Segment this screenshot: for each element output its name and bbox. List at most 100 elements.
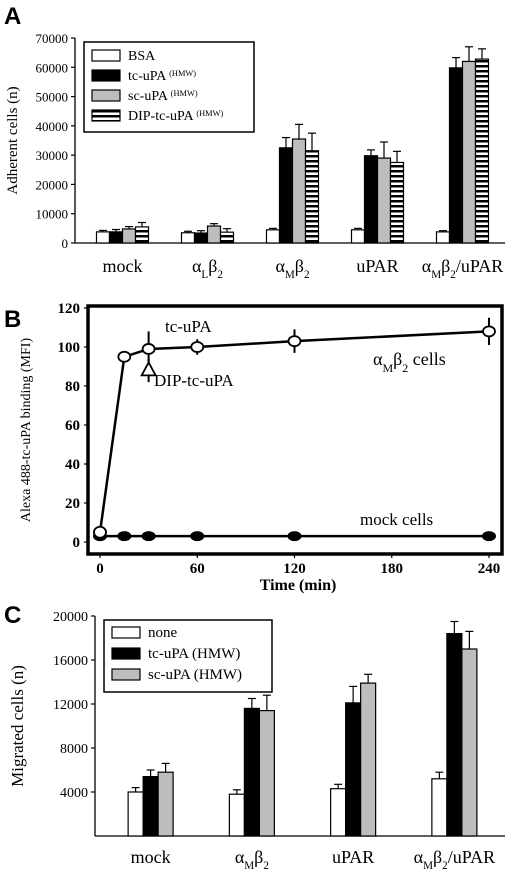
- x-category-label: mock: [131, 847, 171, 867]
- bar: [461, 60, 477, 244]
- data-point: [117, 531, 132, 542]
- legend-swatch: [91, 49, 121, 62]
- bar: [127, 791, 144, 837]
- y-axis-title: Alexa 488-tc-uPA binding (MFI): [19, 338, 34, 523]
- bar: [121, 228, 137, 244]
- bar: [134, 226, 150, 244]
- y-tick-label: 16000: [53, 654, 88, 669]
- x-tick-label: 0: [96, 561, 104, 577]
- y-axis-title: Adherent cells (n): [5, 86, 21, 194]
- y-tick-label: 20: [65, 496, 80, 512]
- bar: [193, 232, 209, 244]
- bar: [446, 632, 463, 837]
- chart-panel-b: 0 20 40 60 80 100 120 0 60 120 180 240 Alexa 488-tc-…: [19, 301, 504, 594]
- bar: [291, 138, 307, 244]
- y-tick-label: 120: [58, 301, 81, 317]
- y-tick-label: 60: [65, 418, 80, 434]
- data-point-triangle: [140, 360, 158, 377]
- bar: [243, 707, 260, 837]
- panel-letter-a: A: [4, 3, 21, 30]
- bar: [363, 155, 379, 244]
- legend-label: tc-uPA (HMW): [128, 69, 196, 85]
- y-tick-label: 20000: [53, 610, 88, 625]
- y-tick-label: 30000: [36, 148, 69, 163]
- annotation-am-cells: αMβ2 cells: [373, 349, 446, 375]
- bar: [304, 150, 320, 244]
- bar: [474, 58, 490, 244]
- x-category-label: αMβ2: [235, 847, 269, 871]
- y-tick-label: 70000: [36, 31, 69, 46]
- x-category-label: αMβ2/uPAR: [422, 256, 503, 281]
- bar: [389, 161, 405, 244]
- y-tick-label: 12000: [53, 698, 88, 713]
- y-tick-label: 0: [73, 535, 81, 551]
- legend-swatch: [91, 109, 121, 122]
- chart-panel-a: 0 10000 20000 30000 40000 50000 60000 70000 Adhe…: [5, 31, 505, 281]
- bar: [157, 771, 174, 837]
- x-category-label: uPAR: [332, 847, 374, 867]
- y-tick-label: 8000: [60, 742, 88, 757]
- legend-swatch: [111, 626, 141, 639]
- legend-label: BSA: [128, 49, 156, 64]
- data-point: [141, 343, 156, 355]
- legend-swatch: [91, 89, 121, 102]
- bar: [448, 67, 464, 244]
- data-point: [190, 341, 205, 353]
- annotation-tc-upa: tc-uPA: [165, 317, 212, 336]
- bar: [345, 702, 362, 837]
- am-series-line: [98, 330, 490, 533]
- bar: [431, 778, 448, 837]
- bar: [108, 231, 124, 244]
- x-category-label: uPAR: [356, 256, 398, 276]
- x-category-label: αMβ2: [275, 256, 309, 281]
- y-tick-label: 40000: [36, 119, 69, 134]
- bar: [278, 147, 294, 244]
- bar: [435, 231, 451, 244]
- y-tick-label: 80: [65, 379, 80, 395]
- data-point: [117, 350, 132, 363]
- legend-label: none: [148, 625, 178, 641]
- bar: [206, 225, 222, 244]
- y-tick-label: 0: [62, 236, 69, 251]
- panel-letter-c: C: [4, 602, 21, 629]
- data-point: [482, 531, 496, 542]
- y-tick-label: 40: [65, 457, 80, 473]
- bar: [330, 788, 347, 837]
- data-point: [141, 531, 156, 542]
- data-point: [93, 525, 107, 539]
- bar: [228, 793, 245, 837]
- x-tick-label: 180: [381, 561, 404, 577]
- legend-label: tc-uPA (HMW): [148, 646, 240, 662]
- panel-letter-b: B: [4, 306, 21, 333]
- legend-label: sc-uPA (HMW): [128, 89, 198, 105]
- y-tick-label: 100: [58, 340, 81, 356]
- bar: [142, 775, 159, 837]
- bar: [350, 229, 366, 244]
- legend-swatch: [91, 69, 121, 82]
- chart-panel-c: 4000 8000 12000 16000 20000 Migrated cells (n…: [8, 610, 505, 871]
- x-tick-label: 120: [283, 561, 306, 577]
- x-category-label: αMβ2/uPAR: [414, 847, 495, 871]
- data-point: [287, 335, 302, 348]
- y-tick-label: 4000: [60, 786, 88, 801]
- x-tick-label: 240: [478, 561, 501, 577]
- y-tick-label: 50000: [36, 90, 69, 105]
- legend-label: DIP-tc-uPA (HMW): [128, 109, 224, 125]
- bar: [95, 231, 111, 244]
- legend-label: sc-uPA (HMW): [148, 667, 242, 683]
- y-tick-label: 10000: [36, 207, 69, 222]
- data-point: [482, 325, 496, 338]
- bar: [180, 232, 196, 244]
- bar: [219, 231, 235, 244]
- annotation-dip-tc-upa: DIP-tc-uPA: [154, 371, 234, 390]
- bar: [258, 709, 275, 837]
- x-tick-label: 60: [190, 561, 205, 577]
- annotation-mock-cells: mock cells: [360, 510, 433, 529]
- legend-swatch: [111, 647, 141, 660]
- x-category-label: mock: [103, 256, 143, 276]
- bar: [360, 682, 377, 837]
- bar: [265, 229, 281, 244]
- legend-swatch: [111, 668, 141, 681]
- y-tick-label: 20000: [36, 177, 69, 192]
